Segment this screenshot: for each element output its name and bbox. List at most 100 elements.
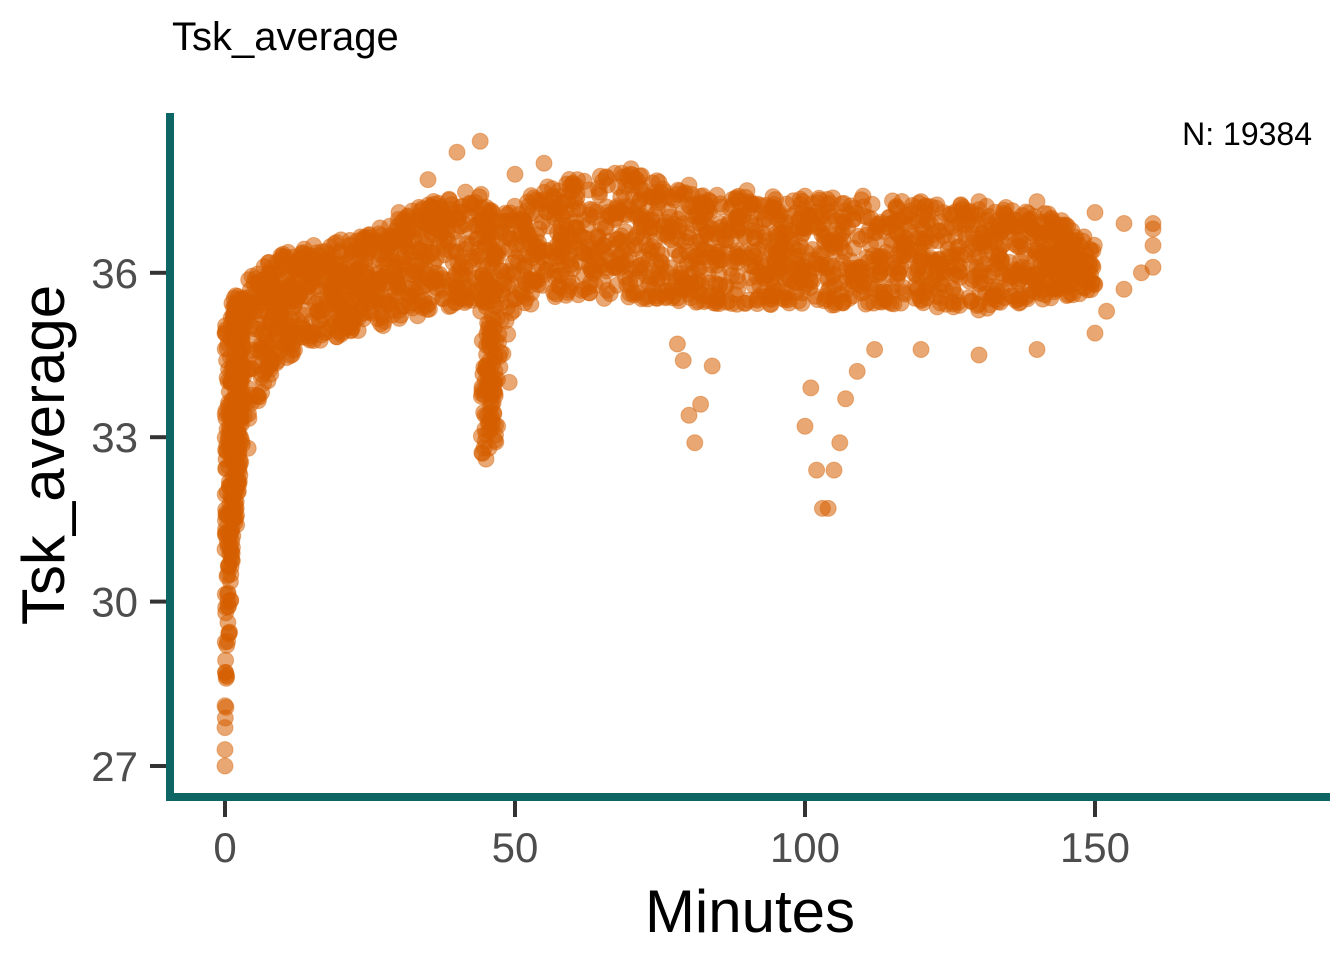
data-point: [743, 257, 761, 275]
data-point: [232, 373, 250, 391]
data-point: [808, 255, 826, 273]
data-point: [806, 287, 824, 305]
data-point: [963, 270, 981, 288]
data-point: [581, 241, 599, 259]
data-point: [796, 417, 814, 435]
data-point: [549, 182, 567, 200]
data-point: [831, 434, 849, 452]
data-point: [944, 281, 962, 299]
data-point: [838, 259, 856, 277]
data-point: [947, 219, 964, 237]
data-point: [738, 182, 756, 200]
data-points: [216, 132, 1162, 775]
data-point: [284, 298, 302, 316]
x-tick-label: 50: [492, 824, 539, 871]
data-point: [766, 250, 784, 268]
data-point: [479, 286, 497, 304]
data-point: [370, 270, 388, 288]
count-annotation: N: 19384: [1182, 116, 1312, 152]
data-point: [420, 295, 437, 313]
data-point: [631, 190, 649, 208]
data-point: [471, 132, 489, 150]
x-ticks: 0 50 100 150: [213, 801, 1130, 871]
data-point: [907, 276, 925, 294]
data-point: [824, 189, 842, 207]
data-point: [987, 260, 1005, 278]
data-point: [826, 276, 843, 294]
data-point: [825, 461, 843, 479]
data-point: [622, 160, 640, 178]
data-point: [1038, 245, 1056, 263]
data-point: [226, 429, 244, 447]
data-point: [506, 165, 524, 183]
data-point: [648, 172, 666, 190]
data-point: [932, 213, 950, 231]
data-point: [729, 272, 747, 290]
data-point: [730, 247, 748, 265]
chart-title: Tsk_average: [172, 15, 399, 59]
data-point: [550, 199, 568, 217]
data-point: [489, 417, 507, 435]
data-point: [1144, 236, 1162, 254]
data-point: [1066, 248, 1083, 266]
data-point: [218, 636, 236, 654]
data-point: [668, 335, 686, 353]
data-point: [239, 439, 257, 457]
data-point: [1059, 218, 1077, 235]
data-point: [963, 292, 980, 310]
data-point: [522, 295, 540, 313]
data-point: [435, 237, 453, 255]
data-point: [448, 143, 466, 161]
data-point: [627, 236, 645, 254]
data-point: [802, 379, 820, 397]
data-point: [1086, 204, 1104, 221]
data-point: [480, 439, 498, 457]
data-point: [688, 207, 706, 225]
data-point: [447, 294, 465, 312]
data-point: [808, 461, 826, 479]
data-point: [353, 243, 371, 261]
data-point: [854, 187, 872, 205]
data-point: [918, 228, 936, 246]
data-point: [222, 565, 240, 583]
data-point: [862, 236, 879, 254]
data-point: [1018, 288, 1036, 306]
data-point: [305, 237, 323, 254]
data-point: [419, 171, 437, 189]
y-tick-label: 27: [91, 743, 138, 790]
axes: [166, 113, 1330, 801]
data-point: [564, 182, 582, 200]
data-point: [788, 219, 806, 237]
data-point: [970, 193, 988, 211]
data-point: [789, 260, 807, 278]
data-point: [889, 246, 907, 264]
data-point: [844, 287, 862, 305]
data-point: [216, 719, 234, 737]
data-point: [826, 296, 844, 314]
data-point: [692, 395, 710, 413]
data-point: [1050, 231, 1068, 249]
data-point: [225, 486, 243, 504]
data-point: [313, 326, 331, 344]
data-point: [405, 230, 423, 248]
data-point: [352, 274, 370, 292]
data-point: [676, 281, 694, 299]
data-point: [862, 279, 880, 297]
data-point: [510, 243, 528, 261]
data-point: [308, 257, 326, 275]
data-point: [887, 197, 905, 215]
data-point: [686, 434, 704, 452]
data-point: [253, 339, 271, 357]
data-point: [1028, 193, 1046, 211]
data-point: [1098, 302, 1116, 320]
x-axis-title: Minutes: [645, 878, 855, 945]
data-point: [560, 281, 578, 299]
data-point: [216, 741, 234, 759]
data-point: [763, 199, 781, 216]
data-point: [912, 193, 930, 211]
data-point: [1028, 341, 1046, 358]
x-tick-label: 100: [770, 824, 840, 871]
data-point: [253, 366, 271, 383]
data-point: [474, 221, 491, 239]
